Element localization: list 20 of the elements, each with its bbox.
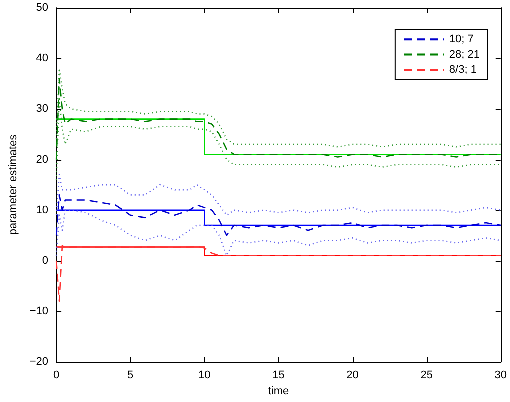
y-tick-label: 20	[36, 154, 49, 166]
y-axis-title: parameter estimates	[8, 134, 20, 236]
x-tick-label: 10	[198, 370, 211, 382]
y-tick-label: −10	[30, 306, 49, 318]
legend-label: 28; 21	[449, 48, 480, 61]
y-tick-label: 0	[42, 254, 49, 267]
y-tick-label: −20	[30, 356, 49, 368]
y-tick-label: 30	[36, 103, 49, 116]
x-tick-label: 25	[420, 370, 433, 382]
y-tick-label: 40	[36, 52, 49, 65]
x-axis-title: time	[268, 386, 290, 398]
legend-label: 8/3; 1	[449, 64, 477, 76]
x-tick-label: 20	[346, 370, 359, 382]
y-tick-label: 50	[36, 2, 49, 14]
x-tick-label: 30	[494, 370, 508, 382]
x-tick-label: 5	[128, 370, 134, 382]
y-tick-label: 10	[36, 204, 49, 216]
x-tick-label: 15	[272, 370, 285, 382]
legend-label: 10; 7	[449, 34, 474, 46]
x-tick-label: 0	[53, 370, 60, 382]
